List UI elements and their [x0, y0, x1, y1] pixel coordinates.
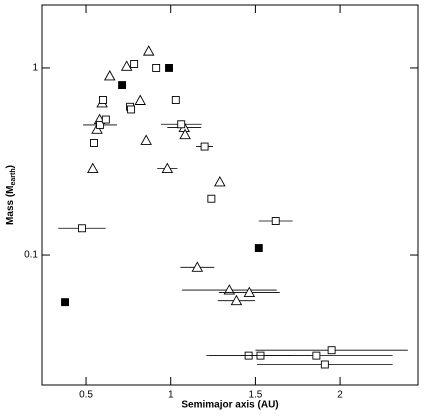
- point: [230, 294, 243, 306]
- point: [327, 346, 336, 355]
- x-tick-label: 2: [337, 390, 343, 401]
- point: [312, 351, 321, 360]
- point: [61, 298, 69, 307]
- point: [191, 261, 204, 272]
- x-tick-label: 1.5: [248, 390, 262, 401]
- y-label-text: Mass (M: [5, 186, 16, 225]
- point: [207, 194, 216, 203]
- y-tick-label: 1: [32, 63, 38, 74]
- point: [99, 96, 107, 104]
- point: [78, 224, 86, 233]
- point: [254, 244, 263, 252]
- point: [177, 120, 186, 129]
- point: [90, 139, 98, 147]
- point: [130, 60, 139, 68]
- point: [271, 217, 280, 225]
- x-tick-label: 0.5: [79, 390, 93, 401]
- point: [140, 134, 152, 145]
- point: [214, 175, 226, 187]
- point: [103, 70, 116, 81]
- y-label-sub: earth: [10, 168, 17, 185]
- x-axis-label: Semimajor axis (AU): [181, 400, 278, 411]
- point: [320, 360, 329, 369]
- point: [127, 105, 136, 114]
- point: [134, 94, 146, 105]
- point: [171, 96, 180, 104]
- point: [243, 286, 256, 298]
- point: [96, 120, 105, 129]
- y-label-suffix: ): [5, 165, 16, 168]
- point: [142, 45, 155, 56]
- point: [165, 63, 173, 72]
- point: [223, 284, 236, 295]
- point: [87, 162, 99, 173]
- x-tick-label: 1: [168, 390, 174, 401]
- point: [120, 60, 133, 71]
- point: [161, 162, 174, 173]
- y-tick-label: 0.1: [24, 250, 38, 261]
- point: [200, 142, 209, 151]
- point: [152, 63, 161, 72]
- point: [179, 128, 191, 140]
- point: [101, 115, 110, 124]
- plot-frame: [41, 4, 419, 386]
- point: [118, 81, 127, 90]
- y-axis-label: Mass (Mearth): [5, 165, 17, 225]
